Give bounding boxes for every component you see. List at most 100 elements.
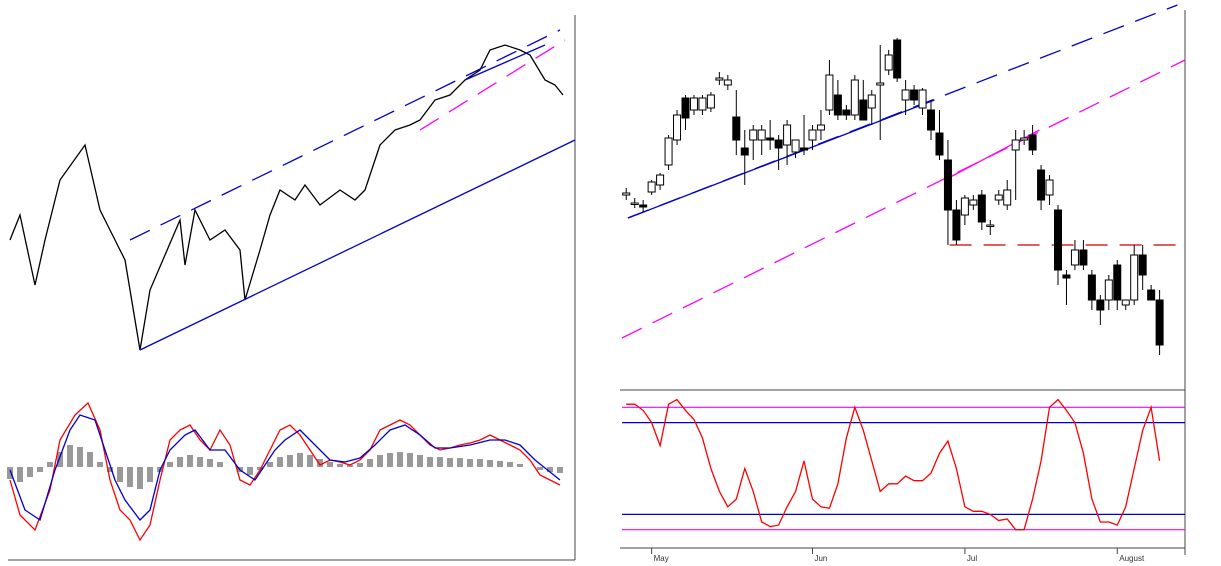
x-tick-label: August	[1119, 554, 1145, 563]
histogram-bar	[487, 460, 493, 467]
histogram-bar	[77, 447, 83, 467]
candle-body	[850, 79, 859, 116]
histogram-bar	[257, 467, 263, 470]
histogram-bar	[537, 467, 543, 470]
candle-body	[800, 147, 809, 151]
histogram-bar	[417, 455, 423, 467]
candle-body	[706, 94, 715, 109]
histogram-bar	[107, 467, 113, 472]
histogram-bar	[457, 458, 463, 467]
candle-body	[1020, 137, 1029, 141]
histogram-bar	[467, 459, 473, 467]
candle-body	[986, 224, 995, 227]
indicator-line	[9, 401, 561, 542]
histogram-bar	[277, 457, 283, 467]
histogram-bar	[287, 455, 293, 467]
candle-body	[1155, 299, 1164, 346]
candle-body	[1104, 279, 1113, 301]
price-line	[129, 29, 561, 241]
candle-body	[656, 174, 665, 186]
histogram-bar	[357, 463, 363, 467]
candle-body	[884, 54, 893, 71]
candle-body	[977, 194, 986, 223]
candle-body	[859, 99, 868, 121]
candle-body	[647, 181, 656, 193]
x-tick-label: Jul	[967, 554, 977, 563]
candle-body	[1138, 254, 1147, 276]
candle-body	[622, 192, 631, 196]
candle-body	[901, 89, 910, 101]
candle-body	[893, 39, 902, 79]
histogram-bar	[547, 467, 553, 472]
candle-body	[1096, 299, 1105, 311]
histogram-bar	[147, 467, 153, 482]
candle-body	[994, 194, 1003, 201]
histogram-bar	[247, 467, 253, 475]
candle-body	[1062, 274, 1071, 279]
candle-body	[715, 77, 724, 81]
candle-body	[749, 129, 758, 141]
candle-body	[943, 159, 952, 211]
candle-body	[1045, 179, 1054, 196]
histogram-bar	[337, 464, 343, 467]
candle-body	[1037, 169, 1046, 201]
candle-body	[689, 97, 698, 111]
histogram-bar	[57, 452, 63, 467]
candle-body	[1087, 274, 1096, 301]
candle-body	[1113, 264, 1122, 301]
candle-body	[833, 94, 842, 116]
candle-body	[969, 199, 978, 206]
histogram-bar	[207, 459, 213, 467]
candle-body	[698, 97, 707, 111]
histogram-bar	[67, 445, 73, 467]
candle-body	[825, 74, 834, 111]
trend-line	[621, 59, 1186, 339]
histogram-bar	[327, 462, 333, 467]
candle-body	[774, 139, 783, 149]
histogram-bar	[267, 462, 273, 467]
candle-body	[808, 129, 817, 141]
histogram-bar	[497, 461, 503, 467]
candle-body	[927, 109, 936, 131]
x-tick-label: Jun	[814, 554, 827, 563]
candle-body	[1003, 189, 1012, 206]
indicator-line	[9, 414, 561, 522]
candle-body	[960, 197, 969, 216]
histogram-bar	[477, 459, 483, 467]
histogram-bar	[187, 455, 193, 467]
trend-line	[627, 4, 1178, 219]
candle-body	[1130, 254, 1139, 301]
histogram-bar	[317, 459, 323, 467]
histogram-bar	[17, 467, 23, 482]
candle-body	[673, 114, 682, 141]
histogram-bar	[37, 467, 43, 472]
price-line	[464, 44, 546, 81]
histogram-bar	[367, 459, 373, 467]
histogram-bar	[557, 467, 563, 473]
candle-body	[842, 109, 851, 116]
candle-body	[1070, 249, 1079, 266]
histogram-bar	[217, 462, 223, 467]
candle-body	[935, 132, 944, 156]
candle-body	[791, 139, 800, 153]
price-line	[9, 44, 564, 351]
candle-body	[1147, 289, 1156, 301]
candle-body	[876, 82, 885, 86]
histogram-bar	[517, 464, 523, 467]
histogram-bar	[507, 462, 513, 467]
histogram-bar	[27, 467, 33, 477]
histogram-bar	[427, 457, 433, 467]
candle-body	[1121, 299, 1130, 306]
candle-body	[723, 79, 732, 86]
candle-body	[1011, 139, 1020, 151]
candle-body	[1079, 249, 1088, 266]
histogram-bar	[7, 467, 13, 479]
candle-body	[630, 202, 639, 205]
candle-body	[1054, 209, 1063, 271]
histogram-bar	[297, 453, 303, 467]
histogram-bar	[307, 455, 313, 467]
histogram-bar	[137, 467, 143, 489]
histogram-bar	[97, 462, 103, 467]
histogram-bar	[347, 465, 353, 467]
